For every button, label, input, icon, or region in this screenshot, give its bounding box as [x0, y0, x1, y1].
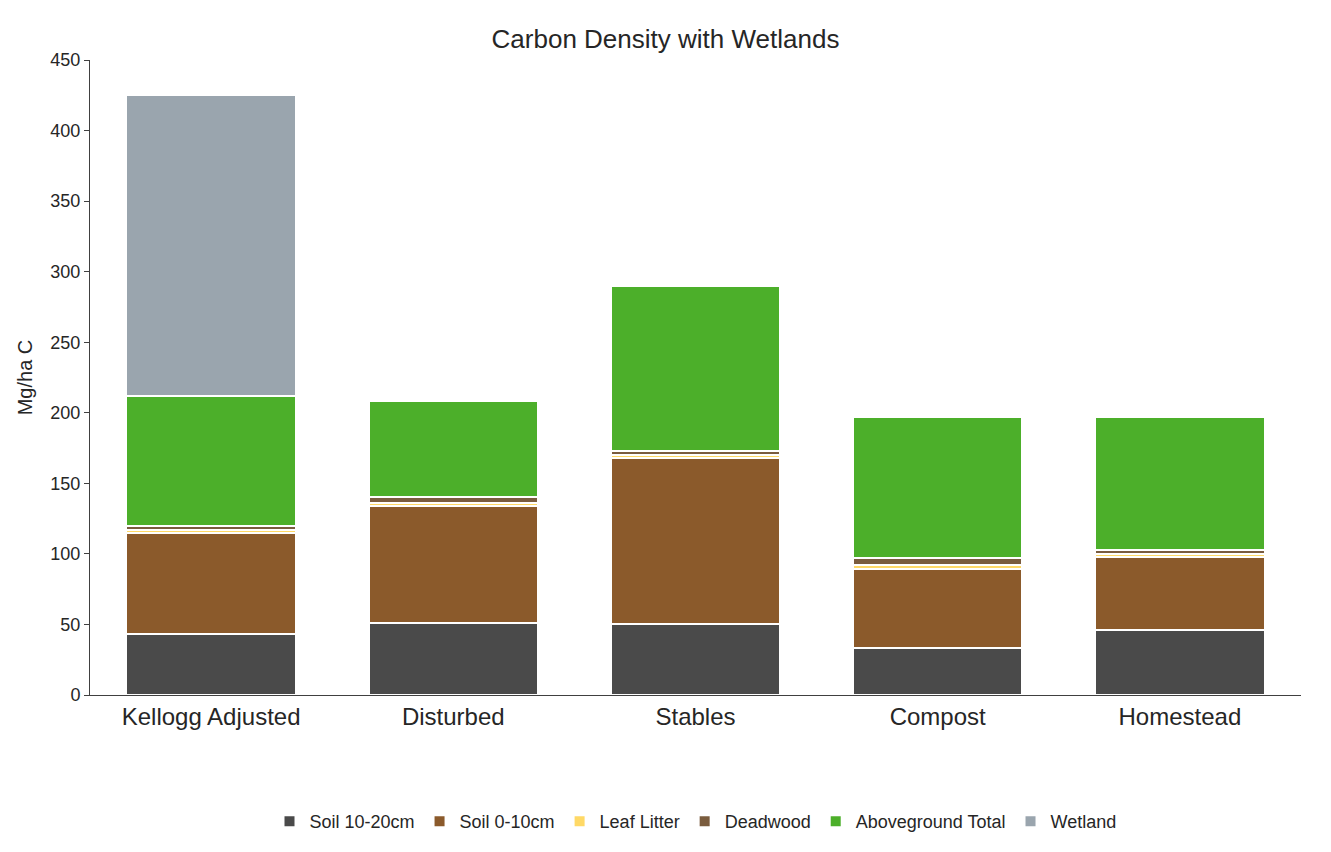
- svg-text:Soil 10-20cm: Soil 10-20cm: [310, 812, 415, 832]
- svg-text:Deadwood: Deadwood: [725, 812, 811, 832]
- svg-text:200: 200: [50, 403, 80, 423]
- svg-text:Compost: Compost: [890, 703, 986, 730]
- svg-text:Homestead: Homestead: [1119, 703, 1242, 730]
- svg-text:150: 150: [50, 474, 80, 494]
- svg-text:350: 350: [50, 191, 80, 211]
- svg-text:100: 100: [50, 544, 80, 564]
- svg-text:Stables: Stables: [655, 703, 735, 730]
- svg-text:Mg/ha C: Mg/ha C: [14, 340, 36, 416]
- svg-text:Aboveground Total: Aboveground Total: [856, 812, 1006, 832]
- svg-text:250: 250: [50, 333, 80, 353]
- svg-text:Leaf Litter: Leaf Litter: [600, 812, 680, 832]
- svg-text:Carbon Density with Wetlands: Carbon Density with Wetlands: [492, 24, 840, 54]
- svg-text:Wetland: Wetland: [1051, 812, 1117, 832]
- svg-text:450: 450: [50, 50, 80, 70]
- svg-text:Kellogg Adjusted: Kellogg Adjusted: [122, 703, 301, 730]
- svg-text:300: 300: [50, 262, 80, 282]
- svg-text:400: 400: [50, 121, 80, 141]
- svg-text:50: 50: [60, 615, 80, 635]
- svg-text:0: 0: [70, 685, 80, 705]
- svg-text:Disturbed: Disturbed: [402, 703, 505, 730]
- svg-text:Soil 0-10cm: Soil 0-10cm: [460, 812, 555, 832]
